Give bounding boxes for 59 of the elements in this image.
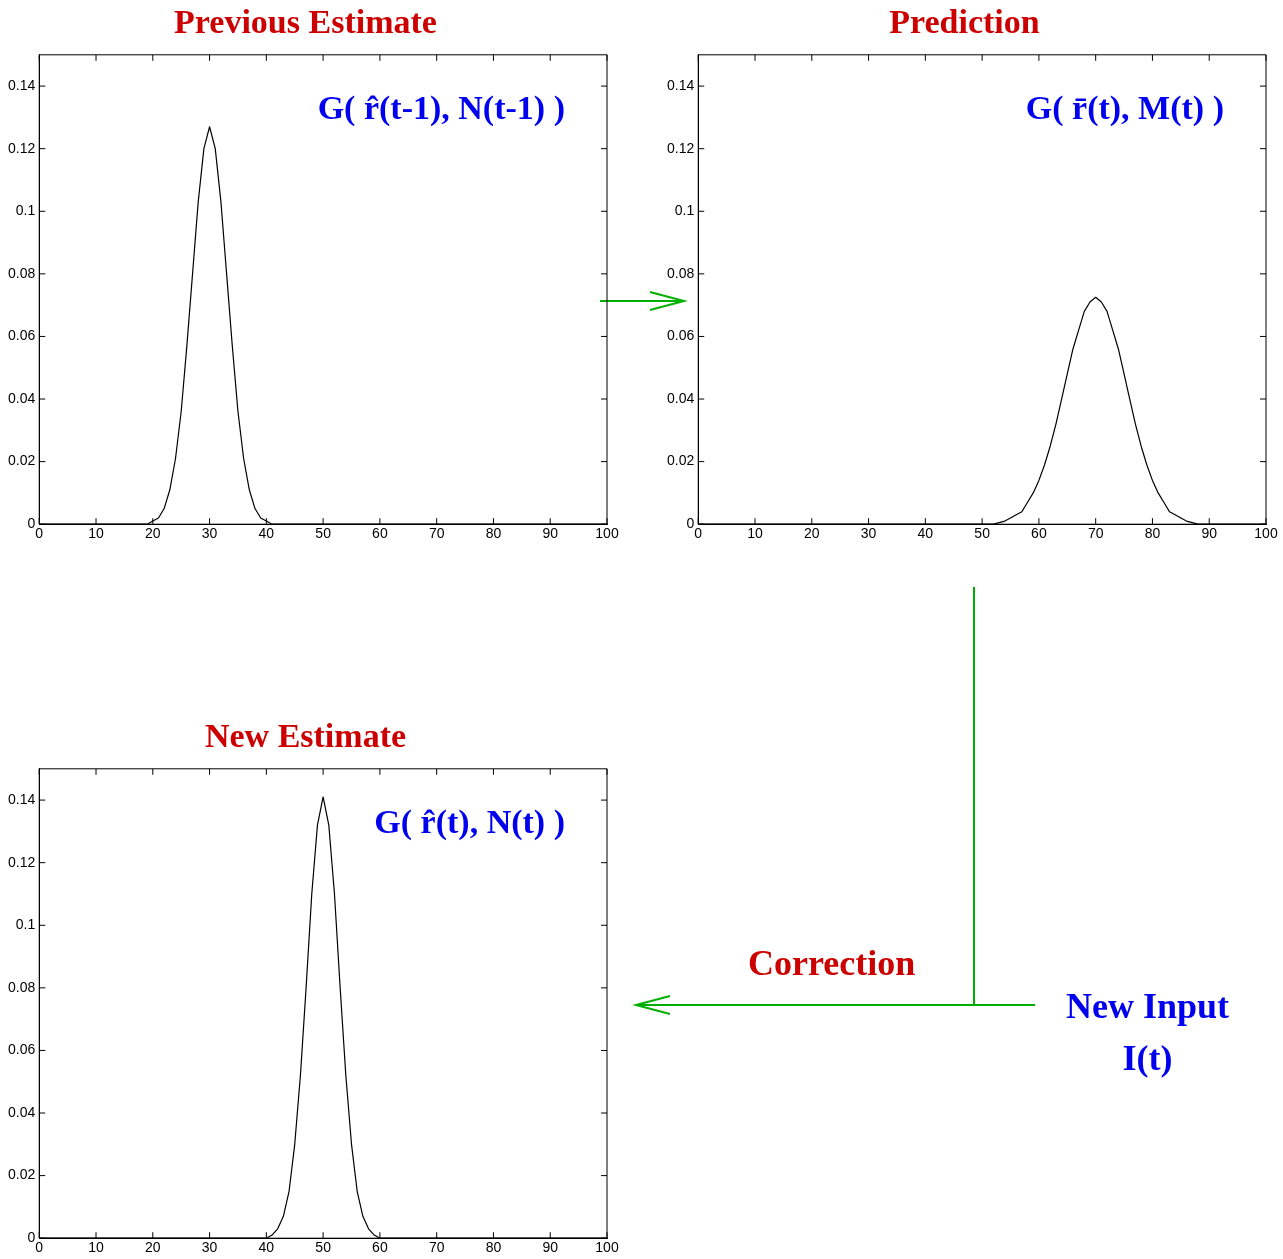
x-tick-label: 80 xyxy=(1144,525,1161,542)
x-tick-label: 70 xyxy=(428,1239,445,1256)
x-tick-label: 60 xyxy=(1031,525,1047,542)
y-tick-label: 0.1 xyxy=(15,202,36,219)
x-tick-label: 30 xyxy=(201,1239,218,1256)
x-tick-label: 80 xyxy=(485,525,502,542)
x-tick-label: 90 xyxy=(542,1239,559,1256)
y-tick-label: 0.06 xyxy=(667,327,695,344)
annotation: G( r̂(t), N(t) ) xyxy=(374,802,565,841)
text: Correction xyxy=(748,942,916,984)
x-tick-label: 70 xyxy=(1087,525,1104,542)
x-tick-label: 60 xyxy=(372,525,388,542)
y-tick-label: 0.1 xyxy=(674,202,695,219)
x-tick-label: 10 xyxy=(88,525,105,542)
x-tick-label: 80 xyxy=(485,1239,502,1256)
x-tick-label: 20 xyxy=(804,525,820,542)
x-tick-label: 90 xyxy=(1201,525,1218,542)
text: New Input I(t) xyxy=(1064,985,1230,1080)
x-tick-label: 50 xyxy=(315,525,332,542)
x-tick-label: 100 xyxy=(595,525,619,542)
x-tick-label: 90 xyxy=(542,525,559,542)
y-tick-label: 0.12 xyxy=(667,139,695,156)
x-tick-label: 30 xyxy=(201,525,218,542)
x-tick-label: 10 xyxy=(88,1239,105,1256)
y-tick-label: 0.04 xyxy=(8,1103,36,1120)
y-tick-label: 0.14 xyxy=(667,76,695,93)
y-tick-label: 0.04 xyxy=(8,389,36,406)
y-tick-label: 0.08 xyxy=(8,978,36,995)
y-tick-label: 0.06 xyxy=(8,1041,36,1058)
x-tick-label: 30 xyxy=(860,525,877,542)
y-tick-label: 0.02 xyxy=(667,452,695,469)
annotation: G( r̂(t-1), N(t-1) ) xyxy=(317,88,565,127)
y-tick-label: 0.12 xyxy=(8,139,36,156)
x-tick-label: 100 xyxy=(595,1239,619,1256)
x-tick-label: 60 xyxy=(372,1239,388,1256)
chart-title: New Estimate xyxy=(204,717,407,755)
y-tick-label: 0.12 xyxy=(8,853,36,870)
y-tick-label: 0.06 xyxy=(8,327,36,344)
y-tick-label: 0.14 xyxy=(8,790,36,807)
chart-title: Prediction xyxy=(889,3,1040,41)
annotation: G( r̄(t), M(t) ) xyxy=(1025,88,1224,127)
y-tick-label: 0.08 xyxy=(8,264,36,281)
x-tick-label: 20 xyxy=(145,525,161,542)
y-tick-label: 0.02 xyxy=(8,452,36,469)
x-tick-label: 40 xyxy=(258,1239,275,1256)
x-tick-label: 100 xyxy=(1254,525,1278,542)
x-tick-label: 40 xyxy=(917,525,934,542)
y-tick-label: 0.08 xyxy=(667,264,695,281)
x-tick-label: 50 xyxy=(974,525,991,542)
x-tick-label: 70 xyxy=(428,525,445,542)
x-tick-label: 40 xyxy=(258,525,275,542)
y-tick-label: 0.04 xyxy=(667,389,695,406)
y-tick-label: 0.02 xyxy=(8,1166,36,1183)
y-tick-label: 0.1 xyxy=(15,916,36,933)
y-tick-label: 0.14 xyxy=(8,76,36,93)
x-tick-label: 20 xyxy=(145,1239,161,1256)
chart-title: Previous Estimate xyxy=(174,3,437,41)
x-tick-label: 50 xyxy=(315,1239,332,1256)
x-tick-label: 10 xyxy=(747,525,764,542)
